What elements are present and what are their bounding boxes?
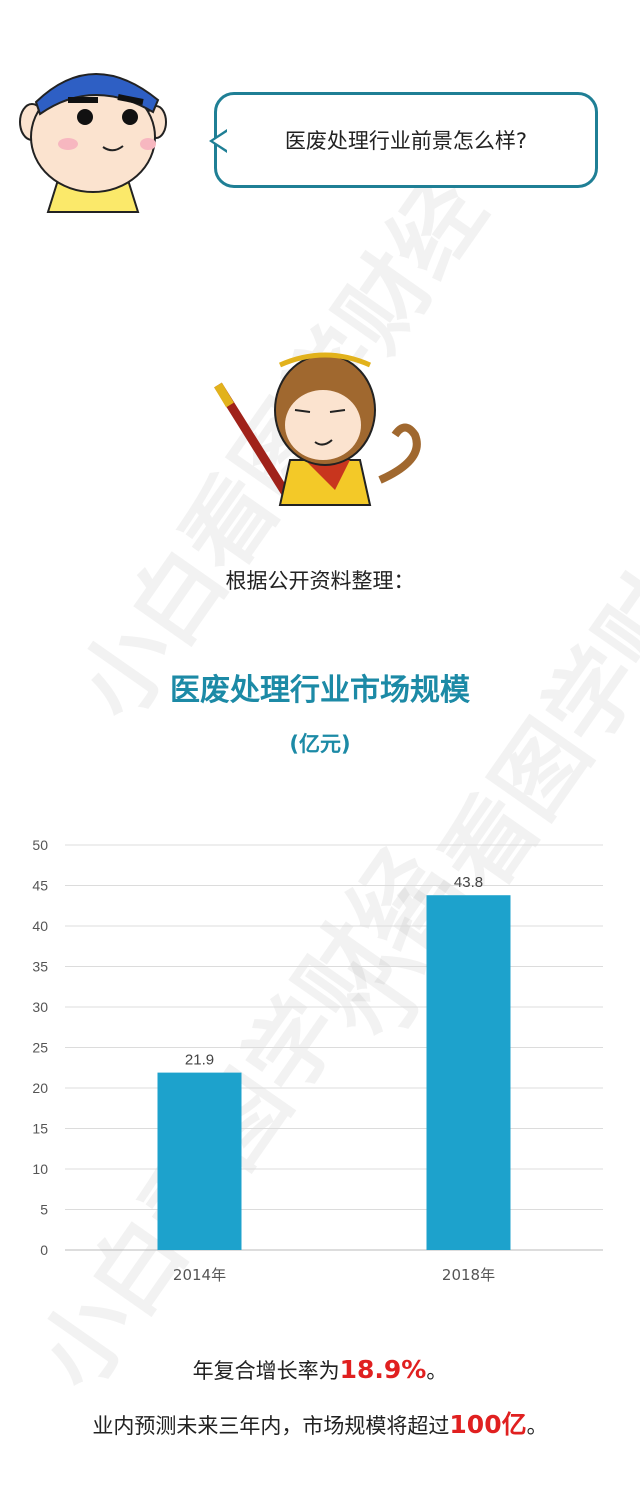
x-tick-label: 2018年 [442,1266,495,1284]
data-label: 43.8 [454,874,483,891]
monkey-king-illustration [214,352,421,506]
question-text: 医废处理行业前景怎么样? [284,129,528,153]
chart-unit: (亿元) [289,732,351,756]
y-tick-label: 50 [32,837,48,853]
y-tick-label: 15 [32,1121,48,1137]
summary-text: 业内预测未来三年内，市场规模将超过 [92,1414,450,1438]
x-tick-label: 2014年 [173,1266,226,1284]
y-tick-label: 20 [32,1080,48,1096]
y-tick-label: 0 [40,1242,48,1258]
y-tick-label: 35 [32,959,48,975]
summary-text: 。 [426,1359,448,1383]
summary-line-1: 年复合增长率为18.9%。 [0,1355,640,1385]
y-tick-label: 30 [32,999,48,1015]
bar-2018年 [426,895,511,1250]
y-tick-label: 10 [32,1161,48,1177]
summary-text: 。 [526,1414,548,1438]
source-note: 根据公开资料整理： [225,569,415,593]
data-label: 21.9 [185,1052,214,1069]
bar-chart: 0 5 10 15 20 25 30 35 40 45 50 21.9 2014年 43.8 2018年 [32,837,603,1284]
bar-2014年 [157,1072,242,1250]
forecast-highlight: 100亿 [449,1410,527,1439]
y-tick-label: 25 [32,1040,48,1056]
summary-line-2: 业内预测未来三年内，市场规模将超过100亿。 [0,1405,640,1441]
summary-text: 年复合增长率为 [192,1359,340,1383]
y-tick-label: 40 [32,918,48,934]
question-speech-bubble: 医废处理行业前景怎么样? [209,92,598,188]
growth-rate-highlight: 18.9% [339,1355,427,1384]
y-tick-label: 5 [40,1202,48,1218]
y-tick-label: 45 [32,878,48,894]
boy-avatar-illustration [19,73,167,213]
chart-title: 医废处理行业市场规模 [170,673,470,708]
